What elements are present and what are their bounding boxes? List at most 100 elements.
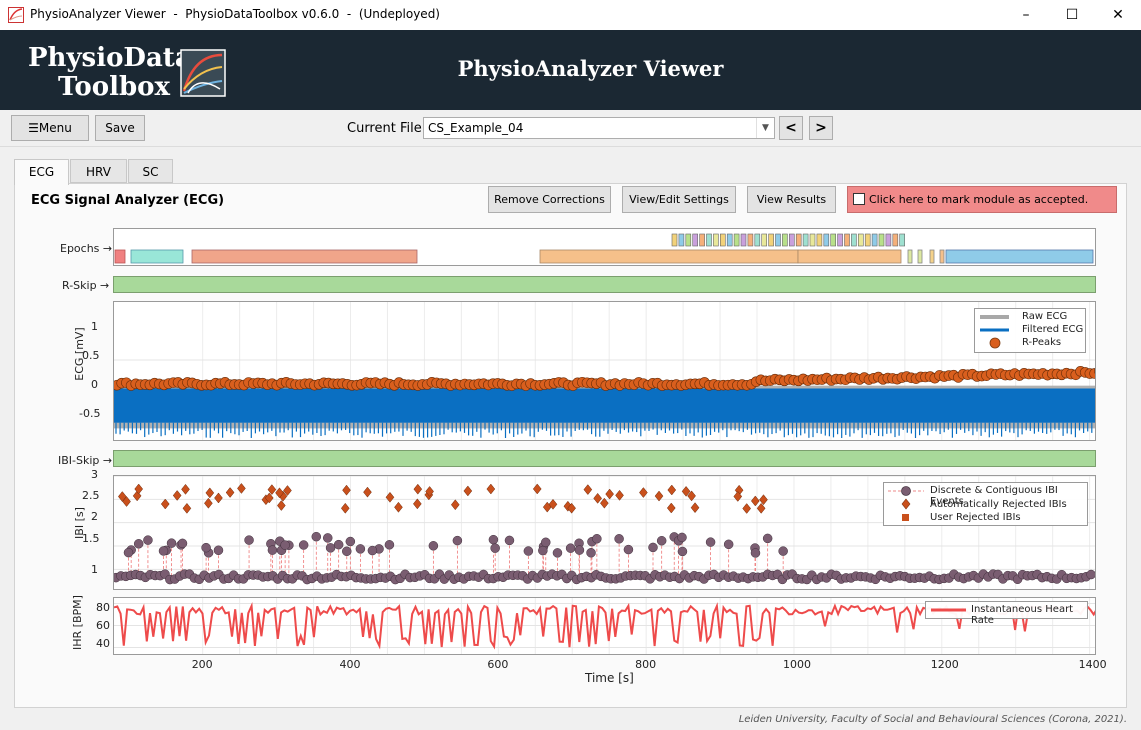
- menu-button[interactable]: ☰Menu: [11, 115, 89, 141]
- chevron-down-icon[interactable]: ▼: [756, 118, 774, 138]
- rejected-ibi: [681, 485, 691, 497]
- rejected-ibi: [756, 502, 766, 514]
- current-file-select[interactable]: CS_Example_04 ▼: [423, 117, 775, 139]
- app-icon: [8, 7, 24, 23]
- rejected-ibi: [733, 491, 743, 502]
- epoch-small-block: [754, 233, 761, 247]
- ibi-plot[interactable]: [113, 475, 1096, 590]
- epoch-small-block: [864, 233, 871, 247]
- ibi-point: [656, 535, 667, 546]
- epoch-small-block: [678, 233, 685, 247]
- maximize-button[interactable]: ☐: [1065, 7, 1079, 23]
- rejected-ibi: [463, 485, 473, 497]
- legend-r-peaks: R-Peaks: [1022, 337, 1062, 348]
- ibi-point: [298, 540, 309, 550]
- ibi-point: [166, 538, 177, 548]
- epoch-block: [191, 249, 418, 264]
- rejected-ibi: [134, 483, 144, 495]
- ihr-ylabel: IHR [BPM]: [71, 595, 84, 650]
- save-button[interactable]: Save: [95, 115, 145, 141]
- rskip-bar[interactable]: [113, 276, 1096, 293]
- tab-sc[interactable]: SC: [128, 159, 173, 183]
- logo-icon: [180, 49, 226, 97]
- ibi-ytick: 2.5: [82, 489, 100, 502]
- rejected-ibi: [181, 483, 190, 495]
- ibi-point: [705, 537, 716, 547]
- epoch-small-block: [671, 233, 678, 247]
- rejected-ibi: [264, 492, 274, 504]
- legend-raw-ecg: Raw ECG: [1022, 311, 1068, 322]
- accept-module-toggle[interactable]: Click here to mark module as accepted.: [847, 186, 1117, 213]
- logo-text: PhysioData Toolbox: [28, 44, 192, 102]
- tab-hrv[interactable]: HRV: [70, 159, 127, 183]
- rejected-ibi: [532, 483, 542, 495]
- ibi-point: [614, 534, 624, 544]
- rejected-ibi: [666, 502, 676, 514]
- rejected-ibi: [225, 487, 235, 498]
- rskip-label: R-Skip →: [62, 279, 110, 292]
- ibiskip-label: IBI-Skip →: [58, 454, 113, 467]
- rejected-ibi: [204, 497, 213, 509]
- epoch-small-block: [871, 233, 878, 247]
- ibi-point: [1086, 569, 1095, 580]
- view-edit-settings-button[interactable]: View/Edit Settings: [622, 186, 736, 213]
- ibi-point: [133, 539, 144, 549]
- ecg-plot[interactable]: [113, 301, 1096, 441]
- legend-filtered-ecg: Filtered ECG: [1022, 324, 1084, 335]
- epoch-small-block: [802, 233, 809, 247]
- r-peak: [1089, 368, 1095, 379]
- epoch-small-block: [699, 233, 705, 247]
- epoch-small-block: [692, 233, 699, 247]
- ibi-point: [490, 543, 500, 553]
- epoch-small-block: [830, 233, 837, 247]
- ibi-point: [177, 538, 188, 549]
- minimize-button[interactable]: –: [1022, 7, 1030, 23]
- current-file-value: CS_Example_04: [428, 121, 524, 135]
- epoch-small-block: [816, 233, 823, 247]
- x-tick: 200: [191, 658, 213, 671]
- ibi-point: [538, 545, 548, 556]
- ibi-point: [342, 546, 352, 557]
- ibiskip-bar[interactable]: [113, 450, 1096, 467]
- ibi-point: [367, 545, 378, 556]
- ibi-point: [201, 542, 211, 553]
- ibi-point: [333, 539, 344, 550]
- rejected-ibi: [363, 486, 372, 498]
- ibi-point: [586, 548, 596, 558]
- epochs-track[interactable]: [113, 228, 1096, 266]
- rejected-ibi: [122, 496, 131, 507]
- epoch-small-block: [719, 233, 726, 247]
- rejected-ibi: [639, 487, 648, 498]
- rejected-ibi: [425, 486, 434, 497]
- ibi-point: [488, 534, 499, 545]
- ibi-point: [623, 544, 634, 555]
- ibi-point: [541, 537, 551, 548]
- ibi-ytick: 3: [91, 468, 98, 481]
- ibi-point: [213, 545, 224, 556]
- next-file-button[interactable]: >: [809, 116, 833, 140]
- rejected-ibi: [654, 490, 664, 502]
- window-title: PhysioAnalyzer Viewer - PhysioDataToolbo…: [30, 7, 440, 21]
- ecg-ytick: 0.5: [82, 349, 100, 362]
- prev-file-button[interactable]: <: [779, 116, 803, 140]
- close-button[interactable]: ✕: [1112, 7, 1124, 23]
- rejected-ibi: [160, 498, 170, 510]
- rejected-ibi: [742, 503, 752, 514]
- tab-ecg[interactable]: ECG: [14, 159, 69, 185]
- epoch-small-block: [706, 233, 712, 247]
- rejected-ibi: [450, 499, 460, 511]
- epoch-small-block: [892, 233, 899, 247]
- x-tick: 1000: [782, 658, 811, 671]
- rejected-ibi: [605, 488, 614, 500]
- view-results-button[interactable]: View Results: [747, 186, 836, 213]
- x-tick: 400: [339, 658, 361, 671]
- remove-corrections-button[interactable]: Remove Corrections: [488, 186, 611, 213]
- epoch-small-block: [761, 233, 768, 247]
- epoch-small-block: [809, 233, 816, 247]
- ibi-point: [677, 546, 688, 557]
- rejected-ibi: [667, 484, 677, 496]
- ibi-point: [504, 535, 515, 546]
- rejected-ibi: [277, 500, 286, 511]
- ibi-point: [280, 540, 290, 550]
- accept-checkbox[interactable]: [853, 193, 865, 205]
